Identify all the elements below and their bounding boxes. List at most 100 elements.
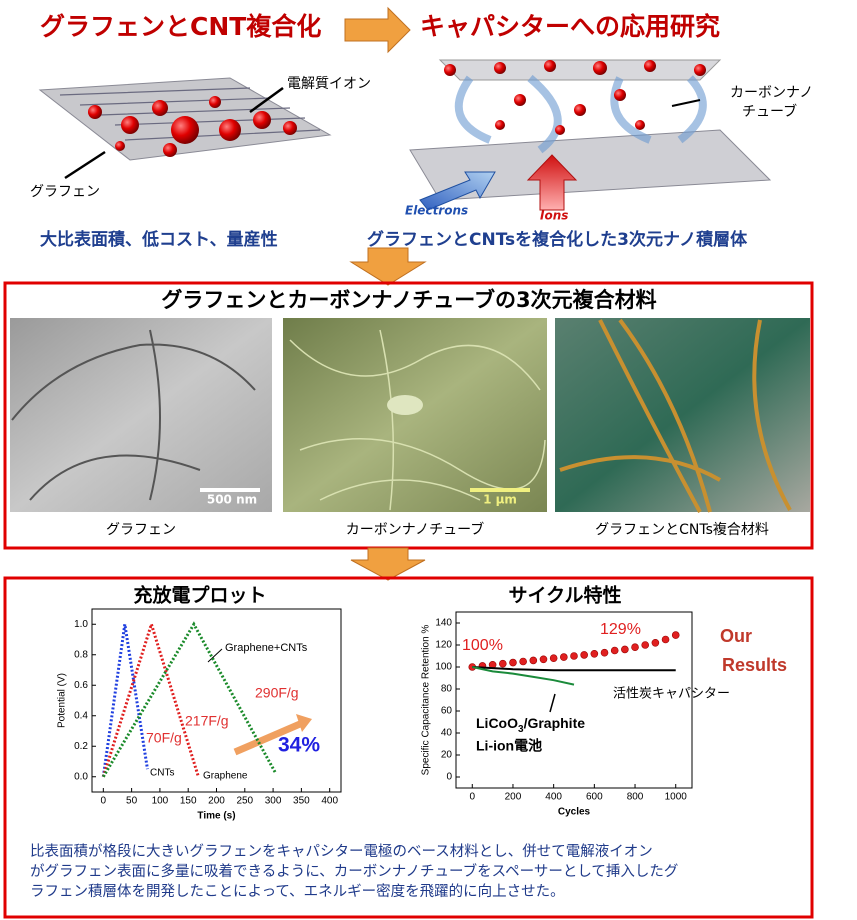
image-caption: グラフェンとCNTs複合材料 (595, 521, 769, 538)
y-tick-label: 1.0 (74, 619, 88, 630)
ion-label: 電解質イオン (287, 76, 371, 92)
annotation: 217F/g (185, 713, 229, 729)
marker (610, 646, 619, 655)
series-line (472, 666, 676, 672)
annotation: Graphene+CNTs (225, 642, 308, 654)
marker (560, 653, 568, 661)
y-tick-label: 0.2 (74, 741, 88, 752)
marker (519, 657, 527, 666)
annotation: 100% (462, 637, 503, 654)
annotation: 290F/g (255, 685, 299, 701)
marker (570, 652, 578, 660)
x-tick-label: 250 (236, 796, 253, 807)
marker (641, 641, 650, 649)
graphene-label: グラフェン (30, 184, 100, 200)
x-tick-label: 1000 (665, 792, 688, 803)
cnt-label: カーボンナノ (730, 85, 813, 101)
annotation: 活性炭キャパシター (613, 685, 730, 700)
chart-title: サイクル特性 (508, 584, 621, 607)
marker (621, 645, 629, 654)
arrow (296, 714, 312, 732)
x-tick-label: 400 (321, 796, 338, 807)
plot-frame (455, 611, 693, 789)
battery-label: LiCoO3/Graphite (476, 715, 585, 735)
x-tick-label: 0 (101, 796, 107, 807)
y-tick-label: 0.8 (74, 649, 88, 660)
annotation: Graphene (203, 771, 248, 782)
y-tick-label: 120 (435, 640, 452, 651)
marker (498, 659, 507, 668)
x-tick-label: 800 (627, 792, 644, 803)
battery-label-part: /Graphite (524, 715, 586, 731)
plot-frame (91, 608, 342, 793)
x-axis-label: Time (s) (197, 811, 235, 822)
battery-label-part: 3 (518, 724, 524, 735)
annotation: 129% (600, 621, 641, 638)
scale-bar-label: 500 nm (207, 493, 257, 507)
marker (590, 649, 599, 658)
annotation: Our (720, 626, 752, 646)
series-line (472, 666, 575, 686)
y-tick-label: 0.6 (74, 680, 88, 691)
x-tick-label: 200 (505, 792, 522, 803)
scale-bar-label: 1 μm (483, 493, 517, 507)
marker (651, 638, 660, 647)
x-tick-label: 50 (126, 796, 138, 807)
marker (509, 658, 517, 667)
image-caption: カーボンナノチューブ (346, 521, 484, 538)
pointer (207, 648, 223, 663)
x-tick-label: 350 (293, 796, 310, 807)
x-tick-label: 150 (180, 796, 197, 807)
x-tick-label: 400 (545, 792, 562, 803)
x-axis-label: Cycles (558, 807, 591, 818)
summary-line: 比表面積が格段に大きいグラフェンをキャパシター電極のベース材料とし、併せて電解液… (30, 843, 653, 860)
x-tick-label: 0 (469, 792, 475, 803)
series-line (102, 621, 278, 778)
series-line (101, 619, 200, 778)
y-tick-label: 100 (435, 662, 452, 673)
summary-line: がグラフェン表面に多量に吸着できるように、カーボンナノチューブをスペーサーとして… (30, 862, 678, 880)
micrographs (10, 318, 810, 513)
results-box (3, 576, 814, 919)
title-left: グラフェンとCNT複合化 (40, 12, 321, 41)
arrow (349, 247, 427, 286)
caption-left: 大比表面積、低コスト、量産性 (40, 229, 278, 250)
chart-title: 充放電プロット (133, 584, 266, 607)
x-tick-label: 100 (152, 796, 169, 807)
annotation: Results (722, 655, 787, 675)
annotation: 70F/g (146, 730, 182, 746)
y-tick-label: 20 (441, 750, 453, 761)
y-tick-label: 0.0 (74, 771, 88, 782)
summary-line: ラフェン積層体を開発したことによって、エネルギー密度を飛躍的に向上させた。 (30, 883, 565, 900)
materials-title: グラフェンとカーボンナノチューブの3次元複合材料 (161, 288, 656, 312)
marker (631, 643, 639, 652)
y-tick-label: 140 (435, 618, 452, 629)
annotation: 34% (278, 734, 320, 757)
y-axis-label: Specific Capacitance Retention % (421, 625, 432, 776)
y-tick-label: 60 (441, 706, 453, 717)
y-tick-label: 0.4 (74, 710, 88, 721)
marker (661, 635, 670, 644)
x-tick-label: 300 (265, 796, 282, 807)
annotation: CNTs (150, 768, 174, 779)
image-caption: グラフェン (106, 522, 176, 538)
marker (549, 654, 558, 663)
arrow (344, 6, 411, 54)
ions-label: Ions (540, 209, 568, 223)
cnt-label: チューブ (742, 103, 797, 120)
pointer (549, 693, 556, 713)
caption-right: グラフェンとCNTsを複合化した3次元ナノ積層体 (367, 229, 748, 250)
y-tick-label: 0 (446, 772, 452, 783)
series-line (101, 624, 149, 777)
y-tick-label: 80 (441, 684, 453, 695)
arrow (350, 547, 426, 581)
marker (539, 655, 548, 664)
marker (600, 648, 609, 657)
arrow (233, 720, 302, 756)
graphene-illustration (38, 77, 332, 180)
marker (671, 631, 680, 639)
annotation: Li-ion電池 (476, 738, 542, 754)
y-axis-label: Potential (V) (57, 673, 68, 728)
x-tick-label: 600 (586, 792, 603, 803)
electrons-label: Electrons (405, 204, 468, 218)
